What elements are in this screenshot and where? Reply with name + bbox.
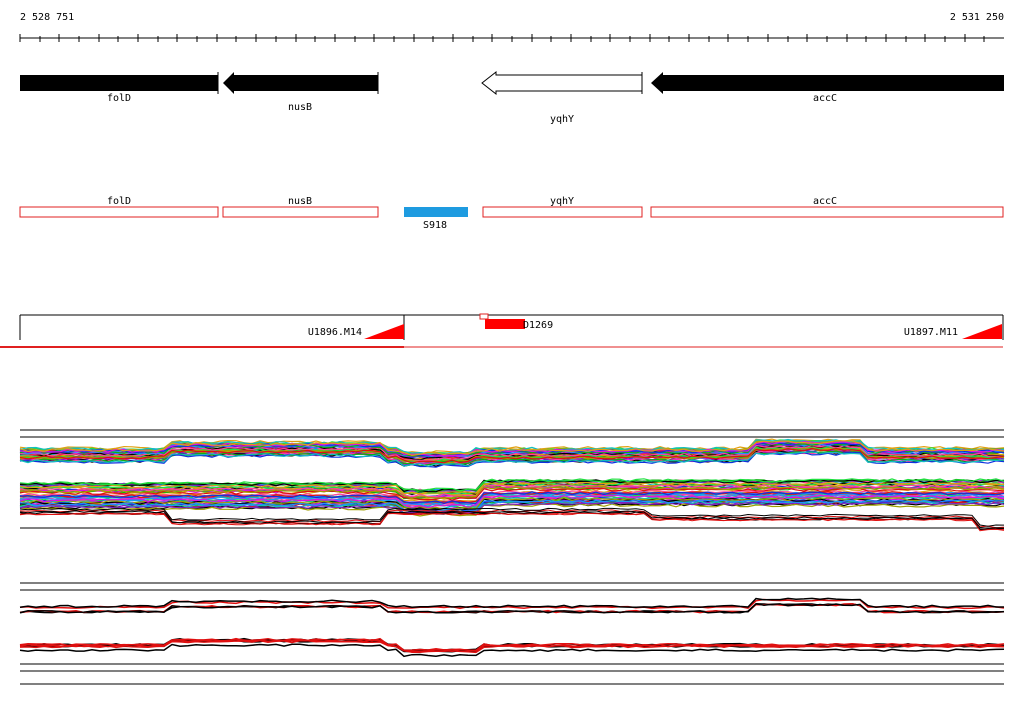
segment-marker-U1897-M11[interactable] [962, 324, 1002, 339]
annotation-box-yqhY[interactable] [482, 206, 643, 218]
gene-arrow-nusB[interactable] [223, 72, 378, 94]
annotation-box-nusB[interactable] [222, 206, 379, 218]
profile-line [19, 439, 1005, 457]
profile-line [19, 444, 1005, 461]
profile-line [19, 491, 1005, 505]
summary-profile-track [19, 582, 1005, 685]
profile-line [19, 638, 1005, 653]
profile-line [19, 507, 1005, 527]
profile-line [19, 482, 1005, 496]
annotation-box-accC[interactable] [650, 206, 1004, 218]
expression-profile-track [19, 429, 1005, 532]
profile-line [19, 447, 1005, 464]
segment-label-U1897-M11: U1897.M11 [904, 327, 958, 338]
profile-line [19, 499, 1005, 513]
annotation-box-folD[interactable] [19, 206, 219, 218]
segment-label-U1896-M14: U1896.M14 [308, 327, 362, 338]
profile-line [19, 486, 1005, 499]
profile-line [19, 479, 1005, 493]
gene-arrow-accC[interactable] [651, 72, 1004, 94]
coordinate-ruler [19, 34, 1004, 42]
annotation-label-nusB: nusB [288, 196, 312, 207]
region-end-coordinate: 2 531 250 [949, 12, 1004, 23]
annotation-track: folD nusB S918 yqhY accC [19, 196, 1004, 231]
gene-label-accC: accC [813, 93, 837, 104]
segment-marker-D1269[interactable] [485, 319, 525, 329]
profile-line [19, 484, 1005, 498]
profile-line [19, 487, 1005, 501]
feature-label-S918: S918 [423, 220, 447, 231]
annotation-label-accC: accC [813, 196, 837, 207]
profile-line [19, 597, 1004, 609]
annotation-label-yqhY: yqhY [550, 196, 574, 207]
profile-line [19, 494, 1005, 509]
segment-marker-U1896-M14[interactable] [364, 324, 404, 339]
profile-line [19, 503, 1005, 517]
profile-line [19, 512, 1005, 532]
profile-line [19, 451, 1005, 468]
profile-line [19, 478, 1005, 492]
profile-line [19, 501, 1005, 515]
gene-label-nusB: nusB [288, 102, 312, 113]
gene-arrow-yqhY[interactable] [481, 70, 643, 96]
segment-track: U1896.M14 D1269 U1897.M11 [0, 313, 1004, 348]
profile-line [19, 481, 1005, 495]
profile-line [19, 643, 1005, 658]
gene-label-folD: folD [107, 93, 131, 104]
profile-line [19, 637, 1005, 652]
profile-line [19, 510, 1005, 529]
gene-arrow-folD[interactable] [20, 75, 218, 91]
profile-line [19, 497, 1005, 510]
profile-line [19, 500, 1005, 514]
feature-box-S918[interactable] [404, 207, 468, 217]
gene-label-yqhY: yqhY [550, 114, 574, 125]
segment-label-D1269: D1269 [523, 320, 553, 331]
annotation-label-folD: folD [107, 196, 131, 207]
gene-track: folD nusB yqhY accC [20, 70, 1004, 125]
profile-line [19, 451, 1005, 467]
profile-line [19, 603, 1005, 614]
region-start-coordinate: 2 528 751 [20, 12, 75, 23]
